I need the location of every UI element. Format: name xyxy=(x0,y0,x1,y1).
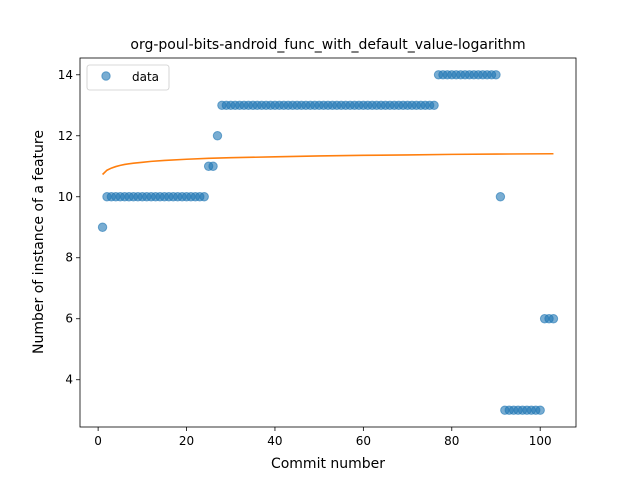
axes: 0 20 40 60 80 100 4 6 8 10 12 14 xyxy=(58,57,577,448)
x-tick-label: 0 xyxy=(94,434,102,448)
plot-content xyxy=(97,70,559,415)
y-tick-label: 8 xyxy=(65,251,73,265)
y-tick-label: 12 xyxy=(58,129,73,143)
data-point xyxy=(97,222,108,232)
data-point xyxy=(491,70,501,80)
data-point xyxy=(535,405,545,415)
plot-area xyxy=(97,70,559,415)
data-point xyxy=(199,192,209,202)
legend-marker xyxy=(101,71,111,81)
x-tick-label: 20 xyxy=(179,434,194,448)
x-tick-label: 40 xyxy=(267,434,282,448)
data-point xyxy=(429,100,439,110)
x-tick-label: 100 xyxy=(529,434,552,448)
legend-box xyxy=(86,64,170,91)
data-point xyxy=(548,314,559,324)
y-tick-label: 10 xyxy=(58,190,73,204)
y-tick-label: 4 xyxy=(65,373,73,387)
data-point xyxy=(208,161,218,171)
legend-label: data xyxy=(132,70,159,84)
chart-title: org-poul-bits-android_func_with_default_… xyxy=(130,37,525,53)
data-point xyxy=(495,192,506,202)
legend: data xyxy=(86,64,170,91)
data-point xyxy=(212,131,223,141)
y-tick-label: 6 xyxy=(65,312,73,326)
x-tick-label: 80 xyxy=(444,434,459,448)
x-tick-label: 60 xyxy=(356,434,371,448)
x-axis-title: Commit number xyxy=(271,456,385,472)
plot-frame xyxy=(79,57,577,428)
fit-line xyxy=(101,152,554,176)
y-tick-label: 14 xyxy=(58,68,73,82)
y-axis-title: Number of instance of a feature xyxy=(31,130,47,354)
